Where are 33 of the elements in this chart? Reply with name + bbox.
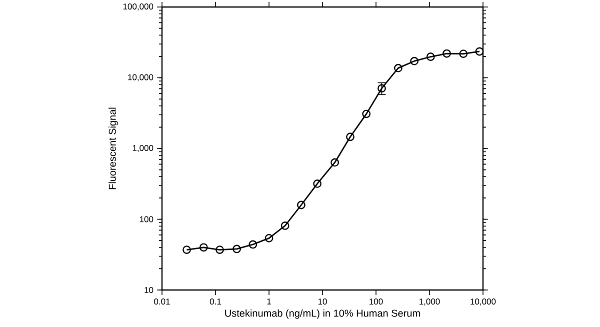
- x-tick-label: 10,000: [470, 298, 496, 306]
- point: [330, 158, 340, 167]
- point: [216, 246, 224, 254]
- point: [362, 110, 371, 118]
- y-tick-label: 100: [140, 216, 154, 222]
- y-tick-label: 1,000: [132, 144, 154, 152]
- point: [378, 84, 386, 93]
- point: [459, 50, 468, 58]
- point: [297, 200, 306, 210]
- y-tick-label: 10,000: [128, 74, 154, 82]
- x-tick-label: 10: [318, 298, 327, 305]
- x-tick-label: 100: [370, 298, 383, 305]
- point: [182, 246, 191, 254]
- point: [199, 243, 208, 252]
- point: [280, 222, 290, 230]
- point: [394, 64, 402, 72]
- point: [410, 56, 419, 66]
- point: [264, 234, 274, 242]
- y-axis-title: Fluorescent Signal: [108, 108, 118, 190]
- point: [442, 49, 451, 58]
- point: [232, 244, 241, 254]
- y-tick-label: 10: [144, 287, 154, 294]
- point: [475, 47, 484, 56]
- y-tick-label: 100,000: [123, 3, 154, 10]
- x-tick-label: 0.01: [154, 298, 170, 305]
- point: [248, 240, 258, 249]
- point: [426, 52, 435, 61]
- x-axis-title: Ustekinumab (ng/mL) in 10% Human Serum: [225, 309, 420, 319]
- x-tick-label: 1,000: [420, 298, 440, 306]
- x-tick-label: 0.1: [210, 298, 221, 305]
- point: [346, 132, 354, 142]
- x-tick-label: 1: [267, 298, 271, 304]
- point: [313, 180, 322, 188]
